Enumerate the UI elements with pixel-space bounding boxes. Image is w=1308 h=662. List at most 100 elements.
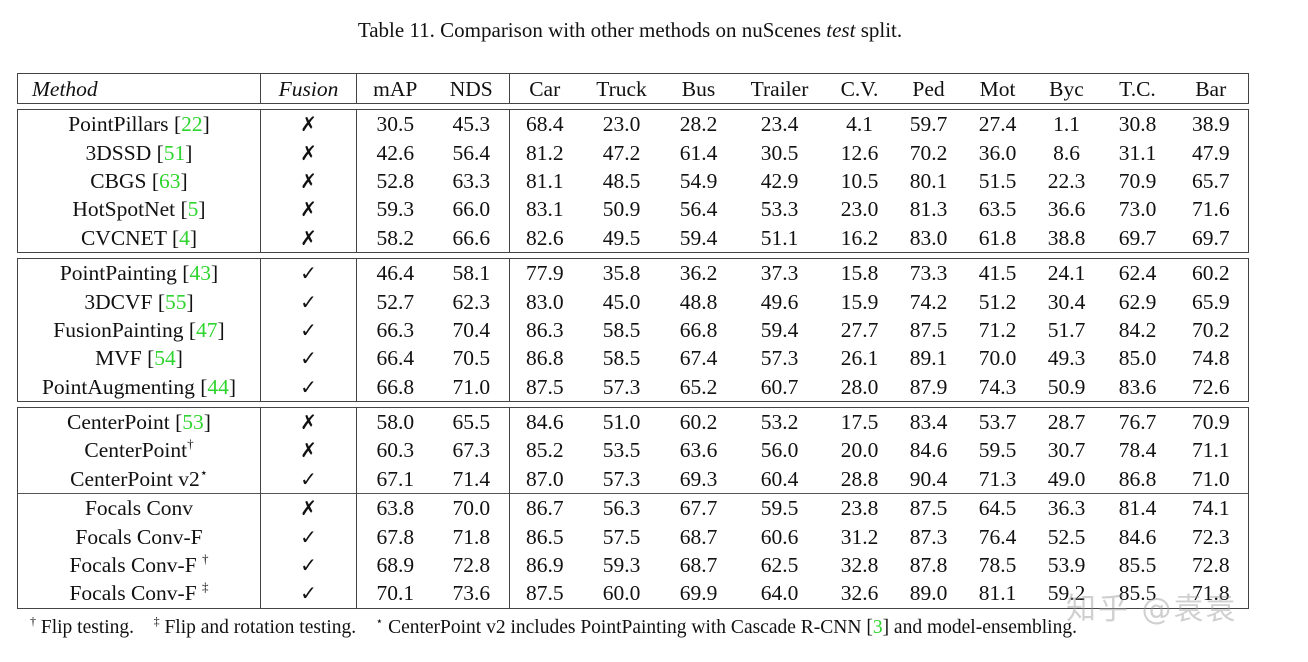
citation-link[interactable]: 63 [159, 168, 181, 193]
value-cell-mot: 61.8 [963, 223, 1032, 253]
citation-link[interactable]: 5 [187, 197, 199, 222]
value-cell-c-v: 31.2 [840, 524, 879, 549]
value-cell-ped: 87.9 [893, 372, 964, 402]
value-cell-ped: 89.0 [893, 579, 964, 609]
value-cell-bar: 38.9 [1173, 109, 1249, 139]
value-cell-truck: 57.3 [602, 466, 641, 491]
value-cell-car: 87.5 [509, 579, 580, 609]
method-name: CBGS [90, 168, 147, 193]
citation-link[interactable]: 47 [196, 317, 218, 342]
value-cell-t-c: 78.4 [1118, 438, 1157, 463]
value-cell-nds: 71.8 [433, 522, 510, 551]
fusion-cell: ✓ [260, 372, 357, 402]
value-cell-trailer: 49.6 [760, 289, 799, 314]
value-cell-bar: 60.2 [1173, 257, 1249, 288]
value-cell-t-c: 86.8 [1118, 466, 1157, 491]
value-cell-trailer: 60.7 [733, 372, 826, 402]
value-cell-trailer: 53.2 [733, 406, 826, 437]
footnote-mark: † [202, 551, 209, 567]
check-icon: ✓ [300, 466, 317, 491]
citation-link[interactable]: 4 [179, 225, 190, 250]
value-cell-map: 66.8 [356, 372, 434, 402]
table-row: Focals Conv ✗ 63.8 70.0 86.7 56.3 67.7 59.5 23.8… [17, 493, 1249, 523]
value-cell-ped: 59.7 [893, 109, 964, 139]
value-cell-t-c: 81.4 [1101, 493, 1174, 523]
method-cell: HotSpotNet [5] [17, 195, 261, 224]
value-cell-bus: 61.4 [679, 140, 718, 165]
value-cell-t-c: 62.4 [1101, 257, 1174, 288]
value-cell-car: 81.1 [525, 168, 564, 193]
method-name: CVCNET [80, 225, 167, 250]
footnote-flip-rotation: Flip and rotation testing. [159, 617, 357, 638]
value-cell-truck: 50.9 [602, 197, 641, 222]
table-row: PointPainting [43] ✓ 46.4 58.1 77.9 35.8 36.2 3… [17, 257, 1249, 288]
value-cell-truck: 60.0 [579, 579, 664, 609]
value-cell-c-v: 26.1 [840, 346, 879, 371]
value-cell-map: 63.8 [356, 493, 434, 523]
value-cell-truck: 51.0 [579, 406, 664, 437]
value-cell-bus: 67.4 [679, 346, 718, 371]
check-icon: ✓ [300, 346, 317, 371]
footnote-flip: Flip testing. [36, 617, 135, 638]
citation-link[interactable]: 54 [154, 346, 176, 371]
value-cell-c-v: 17.5 [825, 406, 894, 437]
citation-link[interactable]: 22 [181, 112, 203, 137]
table-row: CenterPoint† ✗ 60.3 67.3 85.2 53.5 63.6 56.0 20.… [17, 436, 1249, 465]
value-cell-mot: 81.1 [963, 579, 1032, 609]
citation-link[interactable]: 44 [207, 374, 229, 399]
value-cell-mot: 64.5 [963, 493, 1032, 523]
method-cell: 3DCVF [55] [17, 287, 261, 316]
citation-link[interactable]: 51 [163, 140, 186, 165]
value-cell-map: 66.4 [376, 346, 415, 371]
table-row: CBGS [63] ✗ 52.8 63.3 81.1 48.5 54.9 42.9 10.5 80… [17, 166, 1249, 196]
table-row: Focals Conv-F ‡ ✓ 70.1 73.6 87.5 60.0 69.9 64.0… [17, 579, 1249, 609]
value-cell-map: 66.3 [376, 317, 415, 342]
value-cell-nds: 66.0 [433, 195, 510, 224]
citation-link[interactable]: 55 [164, 289, 187, 314]
value-cell-ped: 87.3 [909, 524, 948, 549]
header-row: Method Fusion mAP NDS Car Truck Bus Trailer C.V.… [17, 73, 1249, 104]
caption-text: Table 11. Comparison with other methods … [357, 18, 827, 42]
value-cell-mot: 70.0 [978, 346, 1017, 371]
value-cell-ped: 70.2 [909, 140, 948, 165]
method-name: CenterPoint v2 [70, 466, 200, 491]
value-cell-mot: 53.7 [963, 406, 1032, 437]
check-icon: ✓ [300, 261, 317, 286]
method-name: PointAugmenting [41, 374, 195, 399]
table-caption: Table 11. Comparison with other methods … [0, 18, 1260, 43]
column-header-byc: Byc [1031, 73, 1102, 104]
method-cell: PointPainting [43] [17, 257, 261, 288]
value-cell-car: 86.8 [525, 346, 564, 371]
value-cell-trailer: 42.9 [760, 168, 799, 193]
method-name: PointPainting [59, 261, 177, 286]
table-row: 3DSSD [51] ✗ 42.6 56.4 81.2 47.2 61.4 30.5 12.6 7… [17, 138, 1249, 167]
value-cell-byc: 22.3 [1047, 168, 1086, 193]
citation-link[interactable]: 43 [189, 261, 211, 286]
method-cell: MVF [54] [17, 344, 261, 373]
value-cell-mot: 63.5 [978, 197, 1017, 222]
citation-link[interactable]: 3 [872, 617, 883, 638]
value-cell-nds: 62.3 [433, 287, 510, 316]
column-header-car: Car [509, 73, 580, 104]
value-cell-trailer: 62.5 [760, 553, 799, 578]
value-cell-truck: 45.0 [602, 289, 641, 314]
value-cell-nds: 71.0 [433, 372, 510, 402]
value-cell-bar: 71.8 [1173, 579, 1249, 609]
value-cell-bus: 65.2 [663, 372, 734, 402]
table-row: Focals Conv-F † ✓ 68.9 72.8 86.9 59.3 68.7 62.5… [17, 550, 1249, 580]
column-header-mot: Mot [963, 73, 1032, 104]
value-cell-trailer: 56.0 [760, 438, 799, 463]
value-cell-t-c: 30.8 [1101, 109, 1174, 139]
citation-link[interactable]: 53 [182, 410, 204, 435]
footnote-mark: ‡ [202, 579, 209, 595]
value-cell-truck: 59.3 [602, 553, 641, 578]
value-cell-car: 85.2 [525, 438, 564, 463]
value-cell-byc: 49.3 [1047, 346, 1086, 371]
value-cell-map: 59.3 [376, 197, 415, 222]
value-cell-truck: 49.5 [579, 223, 664, 253]
value-cell-nds: 67.3 [433, 436, 510, 465]
fusion-cell: ✓ [260, 257, 357, 288]
value-cell-map: 70.1 [356, 579, 434, 609]
value-cell-bus: 67.7 [663, 493, 734, 523]
method-cell: Focals Conv-F [17, 522, 261, 551]
